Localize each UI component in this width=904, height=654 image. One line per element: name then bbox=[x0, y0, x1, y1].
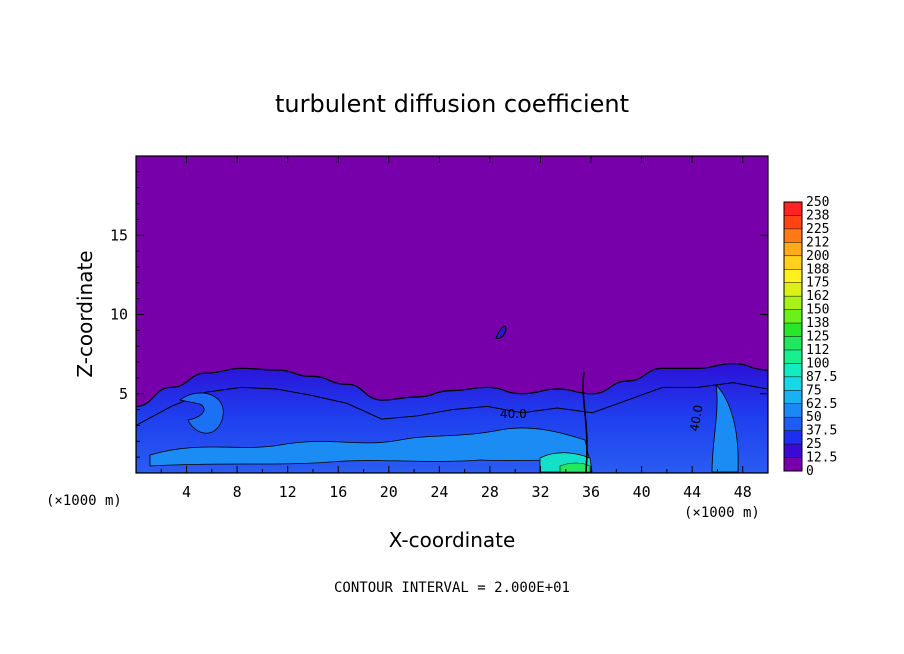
colorbar-label: 200 bbox=[806, 249, 829, 264]
colorbar-swatch bbox=[784, 349, 802, 364]
x-tick-label: 36 bbox=[582, 483, 600, 501]
turbulent-field: 40.0 40.0 bbox=[136, 325, 768, 473]
colorbar-label: 162 bbox=[806, 289, 829, 304]
x-tick-label: 4 bbox=[182, 483, 191, 501]
cyan-flow-band bbox=[149, 427, 591, 467]
colorbar-swatch bbox=[784, 430, 802, 445]
colorbar-label: 25 bbox=[806, 437, 822, 452]
colorbar-swatch bbox=[784, 363, 802, 377]
x-unit-label-left: (×1000 m) bbox=[46, 493, 122, 509]
colorbar-label: 150 bbox=[806, 303, 829, 318]
x-tick-label: 12 bbox=[279, 483, 297, 501]
x-tick-label: 44 bbox=[683, 483, 701, 501]
x-tick-label: 48 bbox=[734, 483, 752, 501]
colorbar-swatch bbox=[784, 403, 802, 418]
colorbar-swatch bbox=[784, 215, 802, 229]
colorbar-label: 0 bbox=[806, 464, 814, 479]
contour-label-1: 40.0 bbox=[500, 407, 527, 421]
colorbar-label: 62.5 bbox=[806, 397, 837, 412]
colorbar-label: 112 bbox=[806, 343, 829, 358]
x-tick-label: 40 bbox=[633, 483, 651, 501]
y-tick-label: 15 bbox=[110, 226, 128, 244]
y-tick-label: 10 bbox=[110, 306, 128, 324]
colorbar-swatch bbox=[784, 390, 802, 404]
x-tick-label: 16 bbox=[329, 483, 347, 501]
x-tick-label: 24 bbox=[430, 483, 448, 501]
y-tick-label: 5 bbox=[119, 385, 128, 403]
x-tick-label: 8 bbox=[233, 483, 242, 501]
x-tick-label: 28 bbox=[481, 483, 499, 501]
x-tick-label: 20 bbox=[380, 483, 398, 501]
colorbar-swatch bbox=[784, 282, 802, 297]
left-swirl bbox=[179, 392, 224, 434]
colorbar-label: 212 bbox=[806, 235, 829, 250]
colorbar-label: 37.5 bbox=[806, 424, 837, 439]
colorbar-swatch bbox=[784, 202, 802, 216]
colorbar-swatch bbox=[784, 242, 802, 256]
contour-line-inner bbox=[136, 382, 768, 426]
colorbar-swatch bbox=[784, 376, 802, 391]
contour-label-2: 40.0 bbox=[687, 404, 705, 433]
colorbar-label: 138 bbox=[806, 316, 829, 331]
colorbar-label: 100 bbox=[806, 356, 829, 371]
colorbar-label: 75 bbox=[806, 383, 822, 398]
x-tick-label: 32 bbox=[531, 483, 549, 501]
colorbar-swatch bbox=[784, 336, 802, 350]
colorbar-label: 50 bbox=[806, 410, 822, 425]
colorbar-label: 238 bbox=[806, 208, 829, 223]
isolated-patch bbox=[495, 325, 507, 339]
colorbar-label: 125 bbox=[806, 330, 829, 345]
chart-title: turbulent diffusion coefficient bbox=[275, 90, 629, 118]
colorbar-label: 225 bbox=[806, 222, 829, 237]
x-axis: 4 8 12 16 20 24 28 32 36 40 44 48 bbox=[160, 156, 752, 501]
y-axis-label: Z-coordinate bbox=[73, 250, 97, 377]
colorbar-swatch bbox=[784, 417, 802, 431]
colorbar-label: 188 bbox=[806, 262, 829, 277]
green-spot bbox=[559, 462, 591, 473]
colorbar-label: 12.5 bbox=[806, 451, 837, 466]
colorbar-label: 250 bbox=[806, 195, 829, 210]
x-unit-label-right: (×1000 m) bbox=[684, 505, 760, 521]
colorbar-swatch bbox=[784, 309, 802, 324]
colorbar-swatch bbox=[784, 296, 802, 310]
vertical-streak bbox=[582, 371, 588, 473]
colorbar: 012.52537.55062.57587.510011212513815016… bbox=[783, 195, 837, 479]
x-axis-label: X-coordinate bbox=[389, 528, 516, 552]
colorbar-label: 87.5 bbox=[806, 370, 837, 385]
colorbar-swatch bbox=[784, 444, 802, 458]
colorbar-swatch bbox=[784, 323, 802, 337]
contour-interval-note: CONTOUR INTERVAL = 2.000E+01 bbox=[334, 580, 570, 596]
y-axis: 5 10 15 bbox=[110, 171, 768, 458]
colorbar-swatch bbox=[784, 255, 802, 270]
plot-area: 40.0 40.0 bbox=[135, 155, 769, 474]
colorbar-swatch bbox=[784, 269, 802, 283]
right-plume bbox=[711, 383, 739, 473]
colorbar-swatch bbox=[784, 457, 802, 471]
colorbar-label: 175 bbox=[806, 276, 829, 291]
colorbar-swatch bbox=[784, 228, 802, 243]
